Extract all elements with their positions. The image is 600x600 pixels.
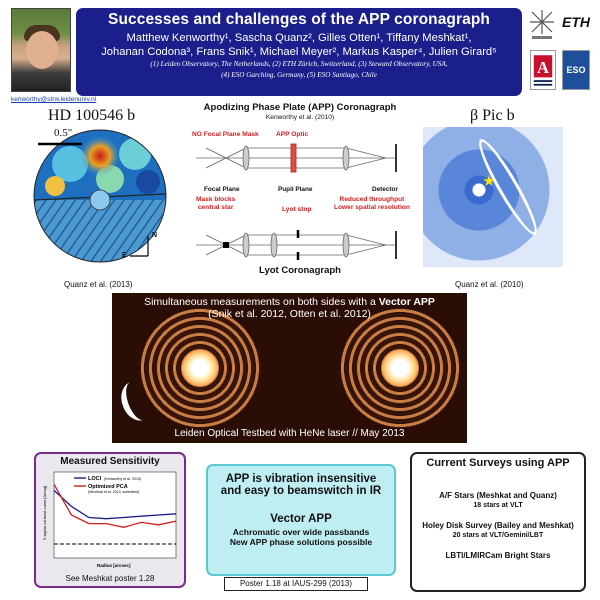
lab-title: Simultaneous measurements on both sides … — [112, 296, 467, 320]
lyot-title: Lyot Coronagraph — [259, 265, 341, 276]
diagram-title: Apodizing Phase Plate (APP) Coronagraph — [203, 102, 397, 113]
beta-pic-caption: Quanz et al. (2010) — [455, 280, 524, 289]
poster-number: Poster 1.18 at IAUS-299 (2013) — [224, 577, 368, 591]
legend-pca-note: (Meshkat et al. 2013, submitted) — [88, 490, 139, 494]
surveys-title: Current Surveys using APP — [426, 457, 570, 469]
survey-2: Holey Disk Survey (Bailey and Meshkat) — [422, 521, 574, 530]
survey-2-detail: 20 stars at VLT/Gemini/LBT — [452, 532, 544, 539]
poster-title: Successes and challenges of the APP coro… — [108, 11, 490, 28]
vector-app-title: Vector APP — [270, 513, 332, 525]
vibration-box: APP is vibration insensitive and easy to… — [206, 464, 396, 576]
pupil-plane-label: Pupil Plane — [278, 186, 313, 193]
sensitivity-footer: See Meshkat poster 1.28 — [65, 574, 155, 583]
mask-blocks-label: Mask blocks central star — [196, 196, 236, 211]
lab-title-b: Vector APP — [378, 296, 435, 308]
legend-loci: LOCI — [88, 476, 102, 482]
vector-point-1: Achromatic over wide passbands — [232, 527, 370, 537]
sensitivity-title: Measured Sensitivity — [60, 456, 160, 467]
vector-point-2: New APP phase solutions possible — [229, 537, 373, 547]
sensitivity-box: Measured Sensitivity LOCI (Kenworthy et … — [34, 452, 186, 588]
author-email-link[interactable]: kenworthy@strw.leidenuniv.nl — [11, 96, 97, 103]
reduced-throughput-label: Reduced throughput Lower spatial resolut… — [334, 196, 410, 211]
compass-east: E — [122, 252, 127, 259]
beta-pic-image — [423, 127, 563, 267]
no-mask-label: NO Focal Plane Mask — [192, 131, 259, 138]
affiliations-line-1: (1) Leiden Observatory, The Netherlands,… — [150, 60, 448, 68]
ua-letter: A — [537, 58, 549, 77]
optics-schematic — [196, 143, 397, 260]
lyot-stop-label: Lyot stop — [282, 206, 312, 213]
beta-pic-label: β Pic b — [470, 107, 515, 124]
diagram-subtitle: Kenworthy et al. (2010) — [265, 114, 335, 121]
disk-ellipse — [471, 134, 545, 240]
author-photo — [11, 8, 71, 92]
authors-line-1: Matthew Kenworthy¹, Sascha Quanz², Gille… — [126, 32, 472, 44]
arizona-logo: A — [530, 50, 556, 90]
hd100546-caption: Quanz et al. (2013) — [64, 280, 133, 289]
psf-right-core — [382, 350, 418, 386]
series-line-1 — [53, 483, 177, 528]
app-optic-label: APP Optic — [276, 131, 309, 138]
sens-ylabel: 5 sigma contrast curve [Δmag] — [42, 486, 47, 540]
star-icon — [483, 175, 495, 186]
poster-header: Successes and challenges of the APP coro… — [76, 8, 522, 96]
series-line-0 — [53, 489, 177, 520]
survey-3: LBTI/LMIRCam Bright Stars — [445, 551, 551, 560]
university-seal-icon — [528, 8, 556, 42]
survey-1-detail: 18 stars at VLT — [473, 502, 523, 509]
lab-refs: (Snik et al. 2012, Otten et al. 2012) — [208, 308, 371, 320]
legend-loci-note: (Kenworthy et al. 2013) — [104, 477, 141, 481]
face-shape — [26, 31, 58, 69]
legend-pca: Optimized PCA — [88, 484, 128, 490]
hd100546-image: 0.5" N E — [30, 124, 170, 264]
surveys-box: Current Surveys using APP A/F Stars (Mes… — [410, 452, 586, 592]
eth-logo: ETH — [562, 14, 590, 30]
compass-north: N — [152, 232, 158, 239]
lab-footer: Leiden Optical Testbed with HeNe laser /… — [174, 428, 405, 439]
hd100546-label: HD 100546 b — [48, 107, 136, 124]
vibration-title-1: APP is vibration insensitive — [225, 473, 377, 485]
lab-title-a: Simultaneous measurements on both sides … — [144, 296, 379, 308]
eso-logo: ESO — [562, 50, 590, 90]
scale-bar-label: 0.5" — [54, 127, 73, 139]
psf-left-core — [182, 350, 218, 386]
survey-1: A/F Stars (Meshkat and Quanz) — [439, 491, 557, 500]
authors-line-2: Johanan Codona³, Frans Snik¹, Michael Me… — [101, 46, 497, 58]
sensitivity-chart: LOCI (Kenworthy et al. 2013) Optimized P… — [42, 471, 177, 568]
sens-xlabel: Radius [arcsec] — [97, 563, 131, 568]
vibration-title-2: and easy to beamswitch in IR — [220, 485, 382, 497]
focal-plane-label: Focal Plane — [204, 186, 240, 193]
affiliations-line-2: (4) ESO Garching, Germany, (5) ESO Santi… — [221, 70, 377, 79]
lab-psf-image: Simultaneous measurements on both sides … — [112, 293, 467, 443]
app-diagram: Apodizing Phase Plate (APP) Coronagraph … — [186, 100, 414, 280]
detector-label: Detector — [372, 186, 398, 193]
